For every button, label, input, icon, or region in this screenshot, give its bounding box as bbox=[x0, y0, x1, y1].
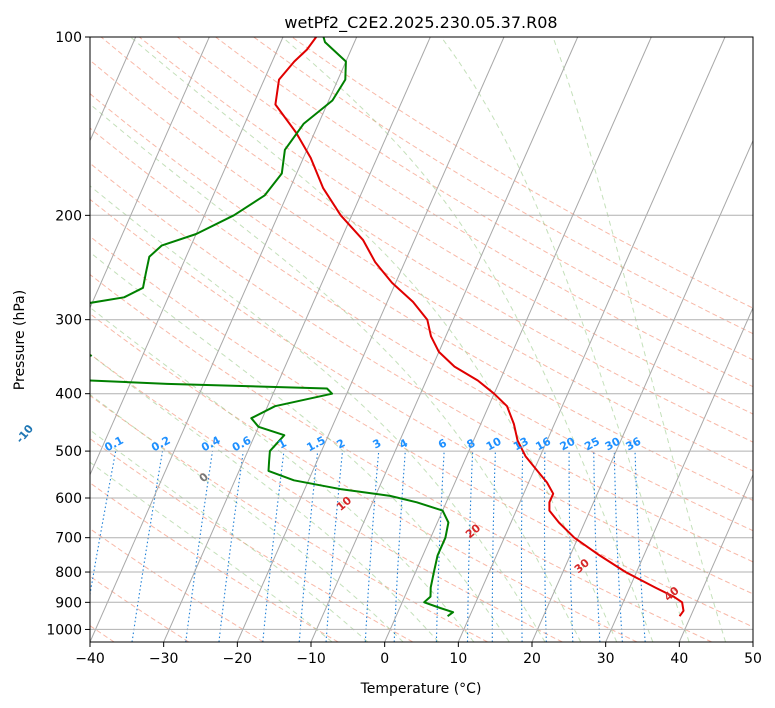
isotherm-line bbox=[236, 37, 505, 642]
dry-adiabat-line bbox=[90, 575, 190, 642]
dry-adiabat-line bbox=[90, 59, 753, 472]
mixing-ratio-label: 10 bbox=[484, 435, 504, 454]
mixing-ratio-line bbox=[298, 451, 319, 642]
chart-title: wetPf2_C2E2.2025.230.05.37.R08 bbox=[284, 13, 557, 33]
x-axis-ticks: −40 −30 −20 −10 0 10 20 30 40 50 bbox=[75, 642, 762, 667]
isotherm-line bbox=[163, 37, 431, 642]
y-tick-label: 300 bbox=[55, 313, 82, 329]
plot-frame bbox=[89, 36, 754, 643]
moist-adiabat-line bbox=[90, 306, 475, 642]
x-axis-label: Temperature (°C) bbox=[360, 681, 482, 697]
isotherm-line bbox=[457, 37, 726, 642]
dry-adiabat-line bbox=[100, 37, 753, 443]
moist-adiabat-line bbox=[90, 251, 510, 642]
moist-adiabat-line bbox=[90, 429, 369, 642]
dry-adiabat-line bbox=[90, 313, 638, 642]
moist-adiabat-line bbox=[440, 37, 690, 642]
dry-adiabat-line bbox=[90, 273, 712, 642]
dry-adiabat-line bbox=[291, 37, 753, 309]
mixing-ratio-label: 20 bbox=[558, 435, 578, 454]
dry-adiabat-line bbox=[138, 37, 753, 415]
x-tick-label: 10 bbox=[449, 651, 467, 667]
isotherm-line bbox=[531, 139, 753, 642]
temperature-profile-line bbox=[274, 37, 685, 617]
isotherm-line bbox=[605, 306, 753, 642]
x-tick-label: 20 bbox=[523, 651, 541, 667]
mixing-ratio-line bbox=[325, 451, 344, 642]
isotherm-line bbox=[90, 37, 358, 642]
y-tick-label: 700 bbox=[55, 531, 82, 547]
y-axis-label: Pressure (hPa) bbox=[12, 290, 28, 390]
y-tick-label: 600 bbox=[55, 491, 82, 507]
mixing-ratio-label: 13 bbox=[511, 435, 531, 454]
y-tick-label: 200 bbox=[55, 208, 82, 224]
y-tick-label: 800 bbox=[55, 565, 82, 581]
mixing-ratio-line bbox=[218, 451, 244, 642]
isotherm-line bbox=[90, 37, 210, 309]
background-lines bbox=[90, 37, 753, 642]
dry-adiabat-line bbox=[90, 482, 339, 642]
x-tick-label: 30 bbox=[597, 651, 615, 667]
y-tick-label: 900 bbox=[55, 595, 82, 611]
dewpoint-profile-line bbox=[90, 37, 455, 618]
y-tick-label: 100 bbox=[55, 30, 82, 46]
sounding-profiles bbox=[90, 37, 685, 618]
x-tick-label: 40 bbox=[670, 651, 688, 667]
dry-adiabat-line bbox=[90, 93, 753, 501]
y-tick-label: 1000 bbox=[46, 622, 82, 638]
dry-adiabat-line bbox=[90, 353, 563, 642]
moist-adiabat-line bbox=[90, 353, 439, 642]
dry-adiabat-line bbox=[253, 37, 753, 335]
x-tick-label: −30 bbox=[149, 651, 179, 667]
x-tick-label: −20 bbox=[223, 651, 253, 667]
x-tick-label: 50 bbox=[744, 651, 762, 667]
moist-adiabat-line bbox=[90, 103, 582, 642]
moist-adiabat-line bbox=[90, 393, 404, 642]
x-tick-label: −40 bbox=[75, 651, 105, 667]
y-tick-label: 500 bbox=[55, 444, 82, 460]
y-tick-label: 400 bbox=[55, 387, 82, 403]
mixing-ratio-label: 16 bbox=[533, 435, 553, 454]
pressure-grid bbox=[90, 37, 753, 642]
isotherm-line bbox=[90, 37, 284, 477]
moist-adiabat-line bbox=[90, 185, 546, 642]
mixing-ratio-line bbox=[185, 451, 214, 642]
mixing-ratio-label: 36 bbox=[624, 435, 644, 454]
dry-adiabat-line bbox=[90, 395, 488, 642]
moist-adiabat-line bbox=[90, 461, 333, 642]
moist-adiabat-line bbox=[281, 37, 654, 642]
isotherm-line bbox=[310, 37, 579, 642]
mixing-ratio-line bbox=[262, 451, 285, 642]
mixing-ratio-label: 30 bbox=[603, 435, 623, 454]
dry-adiabat-line bbox=[90, 235, 753, 628]
y-axis-ticks: 100 200 300 400 500 600 700 800 900 1000 bbox=[46, 30, 90, 638]
isotherm-line bbox=[90, 37, 137, 142]
x-tick-label: 0 bbox=[380, 651, 389, 667]
isotherm-line bbox=[678, 473, 753, 642]
x-tick-label: −10 bbox=[296, 651, 326, 667]
isotherm-line bbox=[384, 37, 652, 642]
moist-adiabat-line bbox=[130, 37, 618, 642]
mixing-ratio-label: 25 bbox=[582, 435, 602, 454]
dry-adiabat-line bbox=[90, 198, 753, 595]
